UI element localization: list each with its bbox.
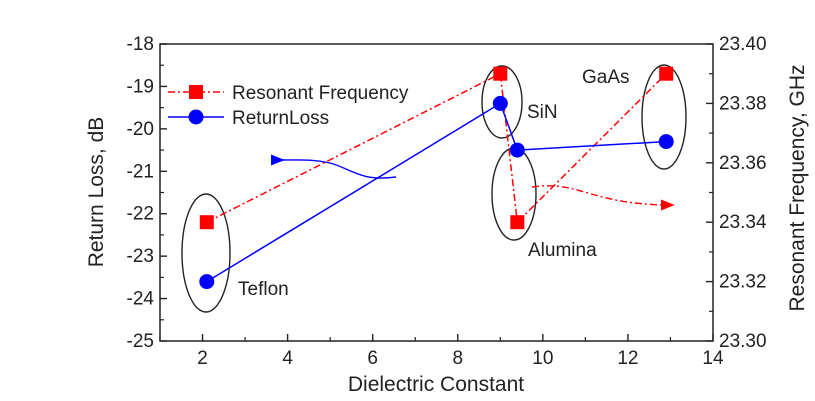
y2-axis-ticks: 23.40 23.38 23.36 23.34 23.32 23.30 xyxy=(706,34,767,352)
legend-returnloss-marker xyxy=(188,109,204,125)
y-tick-label-6: -24 xyxy=(127,289,155,310)
legend: Resonant Frequency ReturnLoss xyxy=(168,83,409,129)
legend-frequency-marker xyxy=(189,85,203,99)
legend-frequency-label: Resonant Frequency xyxy=(232,83,409,104)
frequency-axis-arrow xyxy=(531,185,675,211)
returnloss-point-3 xyxy=(658,134,674,150)
y2-tick-label-0: 23.40 xyxy=(719,34,767,55)
y2-axis-title: Resonant Frequency, GHz xyxy=(786,64,809,311)
x-tick-label-0: 2 xyxy=(197,348,208,369)
y-tick-label-1: -19 xyxy=(127,76,154,97)
y2-tick-label-3: 23.34 xyxy=(719,212,767,233)
annotation-gaas: GaAs xyxy=(582,67,630,88)
resonant-frequency-point-1 xyxy=(493,66,508,81)
x-tick-label-3: 8 xyxy=(452,348,463,369)
annotation-teflon: Teflon xyxy=(238,279,289,300)
returnloss-axis-arrow xyxy=(270,154,397,179)
y-tick-label-5: -23 xyxy=(127,246,154,267)
y2-tick-label-4: 23.32 xyxy=(719,272,767,293)
y-tick-label-4: -22 xyxy=(127,204,154,225)
y-tick-label-2: -20 xyxy=(127,119,154,140)
annotation-sin: SiN xyxy=(527,102,558,123)
resonant-frequency-point-3 xyxy=(659,66,674,81)
x-tick-label-5: 12 xyxy=(617,348,638,369)
y-axis-ticks: -18 -19 -20 -21 -22 -23 -24 -25 xyxy=(127,34,167,352)
legend-returnloss-label: ReturnLoss xyxy=(232,108,329,129)
x-tick-label-2: 6 xyxy=(367,348,378,369)
x-tick-label-1: 4 xyxy=(282,348,293,369)
y-tick-label-3: -21 xyxy=(127,161,154,182)
annotation-alumina: Alumina xyxy=(528,240,597,261)
returnloss-point-2 xyxy=(509,142,525,158)
y-tick-label-7: -25 xyxy=(127,331,154,352)
resonant-frequency-point-0 xyxy=(199,215,214,230)
y-tick-label-0: -18 xyxy=(127,34,154,55)
sin-ellipse xyxy=(481,65,523,139)
gaas-ellipse xyxy=(641,64,687,170)
returnloss-point-0 xyxy=(199,274,215,290)
y2-tick-label-1: 23.38 xyxy=(719,93,767,114)
y2-tick-label-2: 23.36 xyxy=(719,153,767,174)
returnloss-line xyxy=(206,102,667,283)
teflon-ellipse xyxy=(181,193,231,313)
x-axis-ticks: 2 4 6 8 10 12 14 xyxy=(159,334,724,369)
x-tick-label-6: 14 xyxy=(702,348,724,369)
returnloss-point-1 xyxy=(492,95,508,111)
series-layer xyxy=(199,66,674,290)
resonant-frequency-point-2 xyxy=(510,215,525,230)
x-tick-label-4: 10 xyxy=(532,348,553,369)
y2-tick-label-5: 23.30 xyxy=(719,331,767,352)
y-axis-title: Return Loss, dB xyxy=(85,117,108,268)
x-axis-title: Dielectric Constant xyxy=(348,373,524,396)
